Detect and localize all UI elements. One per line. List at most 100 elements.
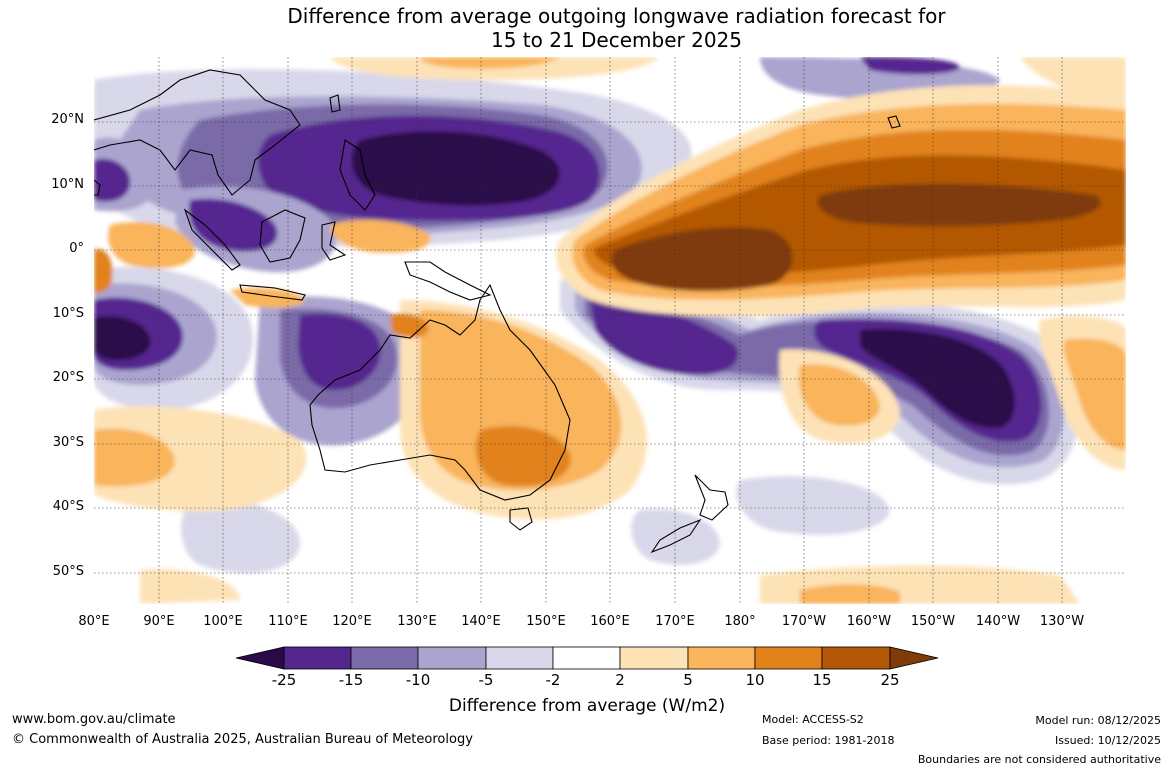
lat-label-20s: 20°S xyxy=(52,370,84,385)
coastline-australia xyxy=(309,283,571,501)
coastline-sri-lanka xyxy=(94,179,101,196)
colorbar xyxy=(235,646,939,670)
anomaly-region-pos-south-pacific-mid-2 xyxy=(798,364,880,426)
colorbar-extend-low xyxy=(235,646,285,670)
coastline-new-zealand-north xyxy=(694,474,729,521)
anomaly-region-pos-australia-2 xyxy=(419,310,622,491)
anomaly-region-neg-west-australia-core xyxy=(298,313,381,390)
colorbar-swatch-1 xyxy=(283,646,352,670)
coastline-borneo xyxy=(259,209,306,263)
anomaly-region-neg-north-pacific-core xyxy=(351,131,560,206)
lat-label-30s: 30°S xyxy=(52,435,84,450)
title-line-2: 15 to 21 December 2025 xyxy=(490,28,742,52)
anomaly-region-pos-equatorial-indian xyxy=(108,221,195,269)
colorbar-extend-high xyxy=(889,646,939,670)
lat-label-50s: 50°S xyxy=(52,564,84,579)
title-line-1: Difference from average outgoing longwav… xyxy=(287,4,946,28)
colorbar-tick-3: -5 xyxy=(478,671,494,689)
lon-label-140e: 140°E xyxy=(461,614,501,629)
lon-label-100e: 100°E xyxy=(203,614,243,629)
lat-label-40s: 40°S xyxy=(52,499,84,514)
colorbar-tick-7: 10 xyxy=(745,671,765,689)
colorbar-title: Difference from average (W/m2) xyxy=(448,696,726,716)
lon-label-80e: 80°E xyxy=(78,614,110,629)
anomaly-region-pos-australia-core xyxy=(476,426,571,487)
colorbar-tick-9: 25 xyxy=(880,671,900,689)
colorbar-swatch-4 xyxy=(485,646,554,670)
graticule xyxy=(94,57,1126,604)
lon-label-160w: 160°W xyxy=(846,614,892,629)
coastline-tasmania xyxy=(509,507,533,531)
colorbar-swatch-7 xyxy=(687,646,756,670)
anomaly-region-neg-indian-ocean-core xyxy=(94,316,151,361)
colorbar-swatch-3 xyxy=(417,646,487,670)
anomaly-region-pos-arafura xyxy=(390,313,429,338)
colorbar-tick-6: 5 xyxy=(683,671,693,689)
coastline-sumatra xyxy=(183,208,241,271)
colorbar-tick-0: -25 xyxy=(271,671,297,689)
issued-date: Issued: 10/12/2025 xyxy=(1054,734,1161,747)
coastline-new-zealand-south xyxy=(650,518,702,554)
anomaly-field xyxy=(94,57,1126,604)
lon-label-130e: 130°E xyxy=(397,614,437,629)
coastline-new-guinea xyxy=(404,261,492,301)
lon-label-170w: 170°W xyxy=(781,614,827,629)
anomaly-region-pos-new-guinea xyxy=(330,219,431,253)
anomaly-region-neg-south-pacific-core xyxy=(860,329,1015,429)
lon-label-180: 180° xyxy=(724,614,756,629)
lat-label-10s: 10°S xyxy=(52,306,84,321)
base-period: Base period: 1981-2018 xyxy=(762,734,895,747)
anomaly-region-neg-south-mid xyxy=(736,476,890,535)
lon-label-160e: 160°E xyxy=(590,614,630,629)
colorbar-swatch-5 xyxy=(552,646,621,670)
anomaly-region-pos-south-far-2 xyxy=(800,584,900,604)
colorbar-tick-4: -2 xyxy=(545,671,561,689)
coastline-philippines xyxy=(339,139,376,211)
coastlines xyxy=(94,69,901,554)
coastline-hawaii xyxy=(887,115,901,129)
lon-label-150e: 150°E xyxy=(526,614,566,629)
anomaly-region-pos-central-pacific-core xyxy=(611,183,1101,292)
colorbar-tick-2: -10 xyxy=(405,671,431,689)
colorbar-swatch-2 xyxy=(350,646,419,670)
colorbar-tick-5: 2 xyxy=(615,671,625,689)
anomaly-region-neg-maritime-2 xyxy=(189,198,278,252)
colorbar-swatch-9 xyxy=(821,646,891,670)
copyright-text: © Commonwealth of Australia 2025, Austra… xyxy=(12,732,473,747)
lon-label-170e: 170°E xyxy=(655,614,695,629)
anomaly-region-neg-north-east-pacific-core xyxy=(860,57,960,75)
anomaly-region-neg-bay-of-bengal-core xyxy=(94,158,130,202)
lat-label-20n: 20°N xyxy=(51,112,84,127)
website-link[interactable]: www.bom.gov.au/climate xyxy=(12,712,176,727)
anomaly-region-pos-west-indian xyxy=(94,249,113,293)
lat-label-0: 0° xyxy=(69,241,84,256)
colorbar-swatch-6 xyxy=(619,646,689,670)
coastline-taiwan xyxy=(329,94,341,113)
boundaries-disclaimer: Boundaries are not considered authoritat… xyxy=(917,753,1161,766)
colorbar-tick-1: -15 xyxy=(338,671,364,689)
coastline-asia-mainland xyxy=(94,69,301,196)
chart-title: Difference from average outgoing longwav… xyxy=(0,4,1173,52)
coastline-sulawesi xyxy=(321,221,347,261)
colorbar-swatch-8 xyxy=(754,646,823,670)
colorbar-tick-8: 15 xyxy=(812,671,832,689)
lon-label-90e: 90°E xyxy=(143,614,175,629)
lat-label-10n: 10°N xyxy=(51,177,84,192)
model-name: Model: ACCESS-S2 xyxy=(762,713,864,726)
lon-label-130w: 130°W xyxy=(1039,614,1085,629)
anomaly-region-pos-south-indian-far xyxy=(140,569,240,604)
lon-label-120e: 120°E xyxy=(332,614,372,629)
lon-label-150w: 150°W xyxy=(910,614,956,629)
anomaly-region-pos-indian-ocean-south-2 xyxy=(94,428,175,487)
coastline-java xyxy=(239,284,306,301)
anomaly-region-pos-north-pacific-belt-2 xyxy=(420,57,560,69)
anomaly-region-pos-east-pacific-south-2 xyxy=(1063,338,1126,450)
anomaly-region-pos-north-pacific-belt xyxy=(330,57,660,80)
anomaly-region-pos-indian-ocean-south xyxy=(94,406,307,512)
anomaly-region-pos-far-ne xyxy=(1020,57,1126,100)
model-run-date: Model run: 08/12/2025 xyxy=(1035,714,1161,727)
lon-label-140w: 140°W xyxy=(975,614,1021,629)
lon-label-110e: 110°E xyxy=(268,614,308,629)
anomaly-region-neg-south-indian xyxy=(181,499,300,574)
